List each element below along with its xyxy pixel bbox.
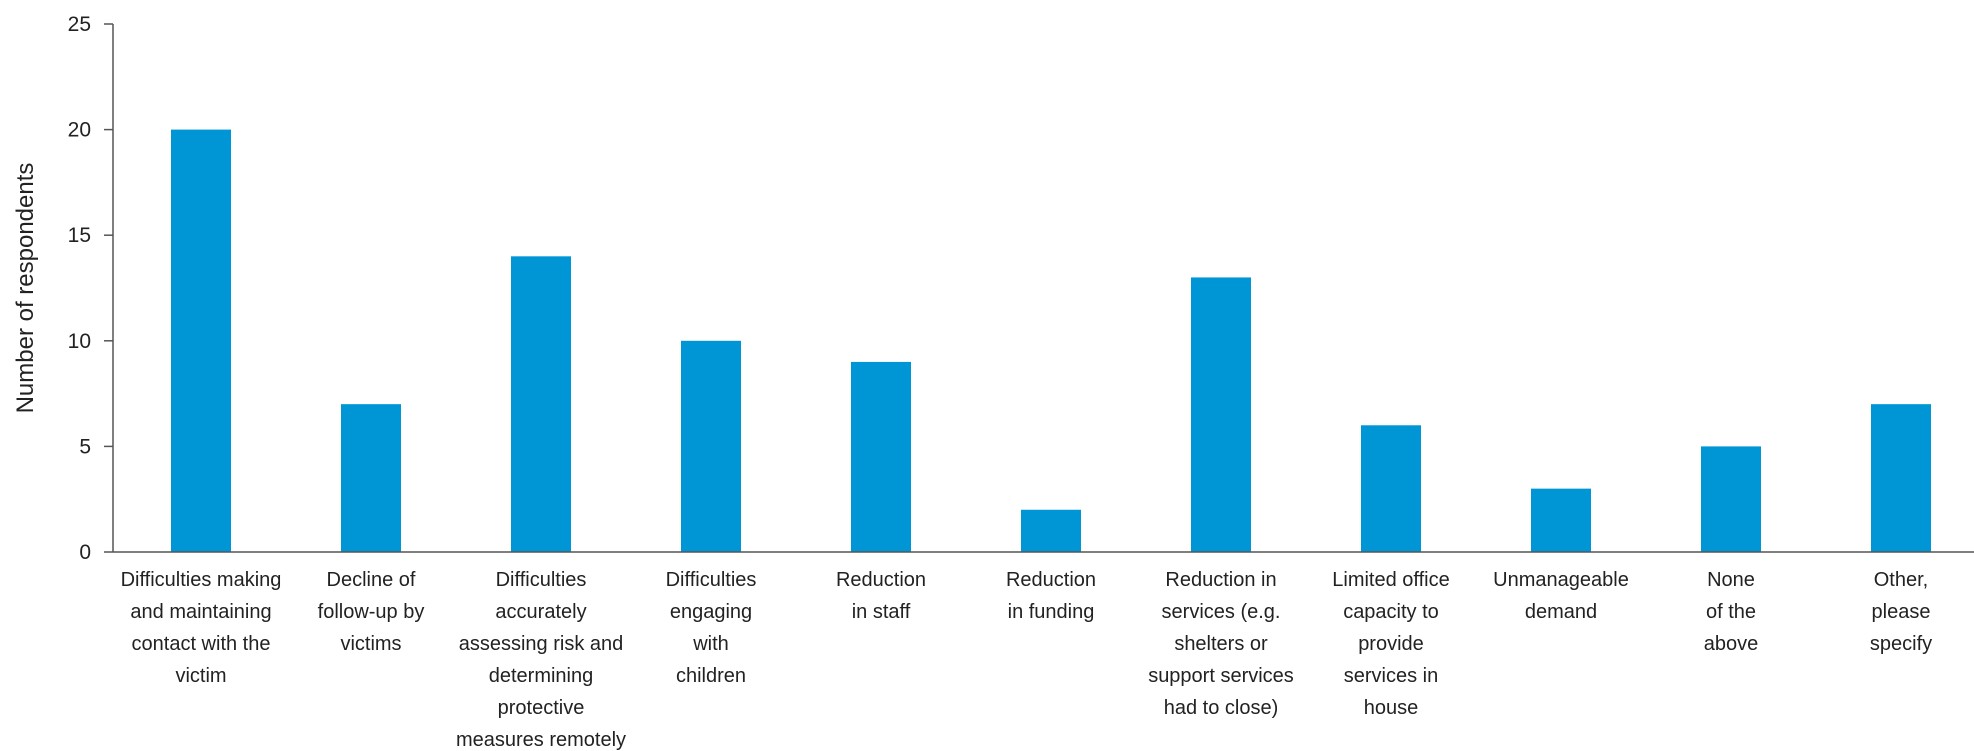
x-category-label-line: Reduction [836,569,926,591]
bar [1021,509,1081,552]
bars [171,129,1931,552]
x-category-label: Reduction in funding [1006,569,1096,623]
y-axis-title: Number of respondents [12,163,39,414]
bar [341,404,401,552]
x-category-label-line: capacity to [1343,601,1439,623]
x-category-label: Decline of follow-up by victims [318,569,425,655]
x-category-label-line: assessing risk and [459,633,624,655]
x-category-label-line: measures remotely [456,729,626,751]
x-category-label-line: protective [498,697,585,719]
x-category-label-line: contact with the [132,633,271,655]
x-category-label-line: provide [1358,633,1424,655]
x-category-label-line: Decline of [327,569,416,591]
x-category-label-line: specify [1870,633,1932,655]
x-category-label-line: Difficulties [666,569,757,591]
bar [1191,277,1251,552]
bar [1871,404,1931,552]
x-category-label: Difficulties engaging with children [666,569,757,687]
x-category-label-line: and maintaining [130,601,271,623]
x-category-label-line: above [1704,633,1759,655]
x-category-label-line: with [692,633,729,655]
bar [681,340,741,552]
x-category-label: Reduction in services (e.g. shelters or sup… [1148,569,1294,719]
y-tick-label: 5 [79,435,91,458]
x-category-label-line: Other, [1874,569,1928,591]
x-category-label-line: Reduction in [1165,569,1276,591]
y-tick-label: 20 [68,119,91,142]
bar [1531,488,1591,552]
x-category-label-line: children [676,665,746,687]
x-category-label: None of the above [1704,569,1759,655]
y-tick-label: 10 [68,330,91,353]
x-category-label-line: Difficulties making [121,569,282,591]
x-category-label-line: house [1364,697,1419,719]
y-tick-label: 25 [68,13,91,36]
x-category-label: Reduction in staff [836,569,926,623]
x-category-label-line: services in [1344,665,1438,687]
bar [511,256,571,552]
x-category-label-line: victims [340,633,401,655]
x-category-label: Limited office capacity to provide services… [1332,569,1449,719]
x-category-label: Other, please specify [1870,569,1932,655]
x-category-label-line: shelters or [1174,633,1268,655]
x-category-label-line: support services [1148,665,1294,687]
x-category-label-line: Unmanageable [1493,569,1629,591]
x-category-label-line: engaging [670,601,752,623]
x-category-label-line: victim [175,665,226,687]
x-category-label: Difficulties accurately assessing risk and… [456,569,626,751]
x-category-label: Difficulties making and maintaining contac… [121,569,282,687]
x-category-label-line: in funding [1008,601,1095,623]
x-axis: Difficulties making and maintaining contac… [113,551,1974,751]
x-category-label-line: follow-up by [318,601,425,623]
y-tick-label: 15 [68,224,91,247]
x-category-label-line: had to close) [1164,697,1279,719]
x-category-label-line: services (e.g. [1162,601,1281,623]
x-category-label-line: Reduction [1006,569,1096,591]
x-category-label-line: accurately [495,601,586,623]
x-category-label-line: demand [1525,601,1597,623]
bar [1361,425,1421,552]
x-category-label: Unmanageable demand [1493,569,1629,623]
x-category-label-line: in staff [852,601,911,623]
y-axis: 0 5 10 15 20 25 [68,13,114,564]
bar [1701,446,1761,552]
x-category-label-line: None [1707,569,1755,591]
bar [851,361,911,552]
bar [171,129,231,552]
y-tick-label: 0 [79,541,91,564]
x-category-label-line: Limited office [1332,569,1449,591]
x-category-label-line: determining [489,665,594,687]
x-category-label-line: Difficulties [496,569,587,591]
x-category-label-line: of the [1706,601,1756,623]
x-category-label-line: please [1872,601,1931,623]
